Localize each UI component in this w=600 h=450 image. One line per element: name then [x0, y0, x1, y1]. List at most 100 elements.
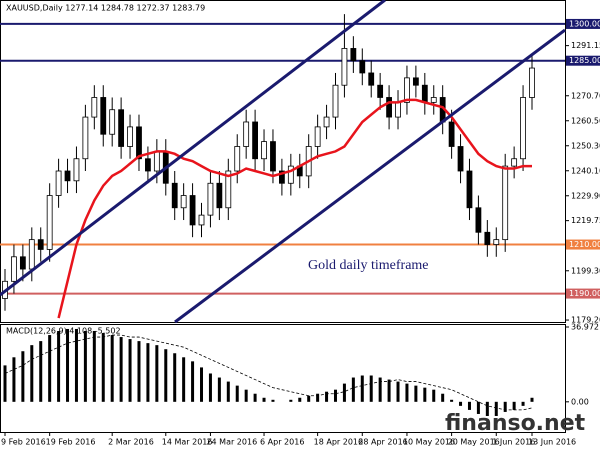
x-tick-label: 24 Mar 2016 [206, 438, 257, 447]
candle-body [430, 97, 437, 103]
candle-body [252, 121, 259, 160]
macd-bar [387, 379, 391, 402]
candle-body [386, 97, 392, 118]
macd-frame [0, 324, 566, 433]
candle-body [332, 84, 339, 118]
channel-line [174, 28, 566, 324]
candle-body [145, 158, 151, 172]
candle-body [341, 48, 348, 86]
macd-bar [289, 399, 293, 402]
channel-line [0, 0, 386, 297]
x-tick-label: 19 Feb 2016 [46, 438, 96, 447]
macd-bar [342, 383, 346, 402]
x-tick-label: 28 Apr 2016 [358, 438, 407, 447]
macd-bar [21, 351, 25, 402]
macd-bar [494, 401, 498, 416]
x-tick-label: 2 Mar 2016 [108, 438, 154, 447]
macd-bar [173, 353, 177, 402]
candle-body [448, 121, 455, 147]
macd-bar [396, 381, 400, 402]
macd-bar [351, 377, 355, 402]
macd-bar [48, 335, 52, 402]
macd-bar [503, 401, 507, 412]
candle-body [127, 126, 133, 147]
macd-bar [405, 383, 409, 402]
y-tick-label: 1219.75 [571, 216, 600, 225]
y-tick-label: 1270.70 [571, 91, 600, 100]
macd-bar [476, 401, 480, 414]
macd-bar [182, 357, 186, 402]
x-tick-label: 20 May 2016 [448, 438, 500, 447]
macd-bar [3, 365, 7, 402]
y-tick-label: 1260.50 [571, 116, 600, 125]
macd-bar [262, 397, 266, 402]
macd-bar [530, 397, 534, 402]
candle-body [28, 239, 35, 270]
signal-line [4, 334, 533, 411]
candle-body [55, 170, 62, 196]
macd-bar [146, 343, 150, 402]
candle-body [278, 170, 285, 184]
candle-body [484, 231, 491, 245]
y2-tick-label: 0.00 [571, 397, 589, 406]
candle-body [73, 158, 80, 182]
macd-bar [110, 335, 114, 402]
x-tick-label: 6 Apr 2016 [260, 438, 304, 447]
macd-bar [101, 333, 105, 402]
x-tick-label: 14 Mar 2016 [162, 438, 213, 447]
macd-bar [30, 345, 34, 402]
candle-body [421, 84, 428, 103]
macd-bar [119, 337, 123, 402]
macd-bar [235, 385, 239, 402]
candle-body [323, 116, 330, 128]
macd-bar [66, 328, 70, 402]
level-label: 1210.00 [569, 240, 600, 249]
macd-bar [432, 389, 436, 402]
macd-bar [155, 345, 159, 402]
header: XAUUSD,Daily 1277.14 1284.78 1272.37 128… [6, 4, 205, 13]
macd-bar [467, 401, 471, 410]
macd-bar [450, 399, 454, 402]
candle-body [457, 146, 464, 172]
candle-body [153, 150, 160, 172]
x-tick-label: 18 Apr 2016 [314, 438, 363, 447]
macd-bar [57, 330, 61, 402]
ma-line [57, 98, 532, 319]
marks [0, 14, 569, 436]
y-tick-label: 1250.30 [571, 141, 600, 150]
macd-title: MACD(12,26,9) 4.108 -5.502 [6, 327, 121, 336]
candle-body [287, 165, 294, 184]
candle-body [225, 170, 232, 209]
level-tag [566, 55, 600, 66]
macd-bar [226, 381, 230, 402]
macd-bar [512, 401, 516, 410]
y-tick-label: 1199.30 [571, 266, 600, 275]
x-tick-label: 9 Feb 2016 [1, 438, 46, 447]
candle-body [466, 170, 473, 209]
candle-body [37, 239, 44, 250]
y-tick-label: 1240.10 [571, 166, 600, 175]
macd-bar [316, 393, 320, 402]
level-tag [566, 239, 600, 250]
level-tag [566, 18, 600, 29]
macd-bar [325, 391, 329, 402]
candle-body [19, 256, 26, 270]
candle-body [359, 60, 366, 74]
candle-body [404, 77, 410, 103]
candle-body [520, 97, 526, 160]
y2-tick-label: 36.972 [571, 323, 599, 332]
x-tick-label: 13 Jun 2016 [528, 438, 576, 447]
candle-body [314, 126, 321, 147]
y-tick-label: 1229.90 [571, 191, 600, 200]
macd-bar [441, 393, 445, 402]
macd-bar [217, 377, 221, 402]
candle-body [475, 207, 482, 233]
candle-body [136, 126, 142, 160]
candle-body [198, 214, 205, 226]
macd-bar [485, 401, 489, 416]
macd-bar [39, 341, 43, 402]
candle-body [207, 182, 214, 216]
candle-body [261, 141, 267, 160]
